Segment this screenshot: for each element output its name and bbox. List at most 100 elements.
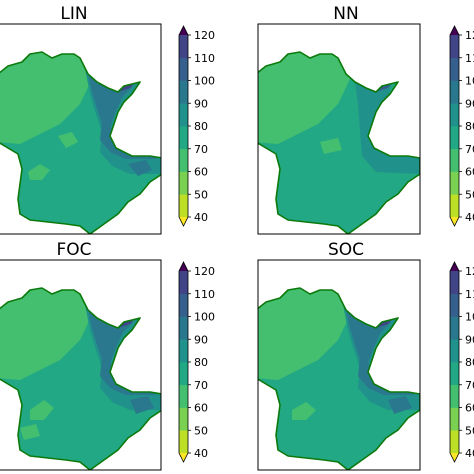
colorbar-tick-label: 90: [194, 333, 208, 346]
colorbar-extend-min: [450, 453, 459, 462]
colorbar-band: [450, 384, 459, 408]
colorbar-band: [179, 430, 188, 454]
region-north-east-border-high: [344, 300, 414, 395]
colorbar-band: [450, 57, 459, 81]
colorbar-band: [179, 407, 188, 431]
colorbar-band: [179, 362, 188, 386]
colorbar-band: [450, 171, 459, 195]
region-patch: [320, 138, 342, 154]
colorbar-band: [179, 194, 188, 218]
colorbar-band: [450, 271, 459, 295]
colorbar-band: [450, 126, 459, 150]
colorbar-tick-label: 90: [465, 97, 474, 110]
colorbar-soc: 40 50 60 70 80 90 100 110 120: [449, 261, 474, 463]
region-patch: [58, 132, 78, 148]
colorbar-tick-label: 120: [465, 29, 474, 42]
panel-title-soc: SOC: [328, 240, 364, 260]
colorbar-tick-label: 120: [465, 265, 474, 278]
colorbar-tick-label: 80: [465, 120, 474, 133]
colorbar-tick-label: 110: [465, 288, 474, 301]
colorbar-band: [179, 339, 188, 363]
region-north-east-border-high: [86, 64, 156, 159]
region-eastern-band: [354, 74, 420, 174]
colorbar-band: [450, 293, 459, 317]
map-panel-foc: [0, 259, 162, 471]
colorbar-band: [450, 148, 459, 172]
colorbar-tick-label: 60: [194, 402, 208, 415]
colorbar-tick-label: 70: [465, 143, 474, 156]
colorbar-tick-label: 120: [194, 29, 215, 42]
map-frame: [0, 23, 162, 235]
map-panel-soc: [257, 259, 421, 471]
colorbar-tick-label: 40: [465, 211, 474, 224]
colorbar-tick-label: 80: [194, 120, 208, 133]
colorbar-tick-label: 100: [465, 75, 474, 88]
colorbar-tick-label: 50: [465, 424, 474, 437]
colorbar-band: [179, 57, 188, 81]
colorbar-band: [179, 316, 188, 340]
colorbar-tick-label: 80: [194, 356, 208, 369]
region-patch: [28, 164, 50, 180]
map-frame: [257, 259, 421, 471]
colorbar-tick-label: 90: [194, 97, 208, 110]
region-patch: [128, 160, 152, 176]
region-patch: [130, 396, 154, 414]
region-north-east-border-high: [86, 300, 156, 395]
colorbar-tick-label: 100: [465, 311, 474, 324]
colorbar-band: [450, 194, 459, 218]
colorbar-extend-max: [450, 262, 459, 271]
colorbar-tick-label: 70: [194, 143, 208, 156]
region-north-west-lobe: [258, 52, 350, 144]
colorbar-band: [179, 80, 188, 104]
colorbar-band: [179, 384, 188, 408]
region-patch: [20, 424, 40, 440]
colorbar-extend-max: [179, 262, 188, 271]
colorbar-tick-label: 70: [194, 379, 208, 392]
colorbar-band: [179, 126, 188, 150]
map-panel-nn: [257, 23, 421, 235]
region-patch: [388, 396, 412, 414]
colorbar-tick-label: 90: [465, 333, 474, 346]
panel-title-nn: NN: [333, 4, 358, 24]
colorbar-band: [450, 430, 459, 454]
colorbar-nn: 40 50 60 70 80 90 100 110 120: [449, 25, 474, 227]
colorbar-extend-min: [179, 217, 188, 226]
colorbar-tick-label: 50: [194, 424, 208, 437]
colorbar-tick-label: 50: [465, 188, 474, 201]
region-north-west-lobe: [258, 288, 350, 380]
colorbar-band: [179, 171, 188, 195]
colorbar-band: [450, 316, 459, 340]
map-panel-lin: [0, 23, 162, 235]
colorbar-band: [179, 293, 188, 317]
colorbar-tick-label: 60: [465, 402, 474, 415]
colorbar-tick-label: 120: [194, 265, 215, 278]
colorbar-band: [450, 80, 459, 104]
colorbar-tick-label: 60: [194, 166, 208, 179]
colorbar-tick-label: 110: [465, 52, 474, 65]
colorbar-band: [450, 362, 459, 386]
colorbar-band: [450, 339, 459, 363]
colorbar-lin: 40 50 60 70 80 90 100 110 120: [178, 25, 215, 227]
colorbar-band: [179, 35, 188, 59]
colorbar-tick-label: 100: [194, 311, 215, 324]
colorbar-tick-label: 80: [465, 356, 474, 369]
colorbar-band: [179, 148, 188, 172]
colorbar-tick-label: 60: [465, 166, 474, 179]
colorbar-tick-label: 40: [194, 447, 208, 460]
colorbar-foc: 40 50 60 70 80 90 100 110 120: [178, 261, 215, 463]
colorbar-band: [179, 103, 188, 127]
colorbar-tick-label: 50: [194, 188, 208, 201]
region-north-west-lobe: [0, 52, 92, 144]
region-north-west-lobe: [0, 288, 92, 380]
panel-title-lin: LIN: [60, 4, 87, 24]
panel-title-foc: FOC: [56, 240, 91, 260]
colorbar-extend-min: [179, 453, 188, 462]
colorbar-band: [450, 103, 459, 127]
colorbar-band: [450, 407, 459, 431]
colorbar-extend-max: [179, 26, 188, 35]
colorbar-extend-min: [450, 217, 459, 226]
colorbar-tick-label: 40: [465, 447, 474, 460]
colorbar-tick-label: 110: [194, 288, 215, 301]
colorbar-band: [450, 35, 459, 59]
